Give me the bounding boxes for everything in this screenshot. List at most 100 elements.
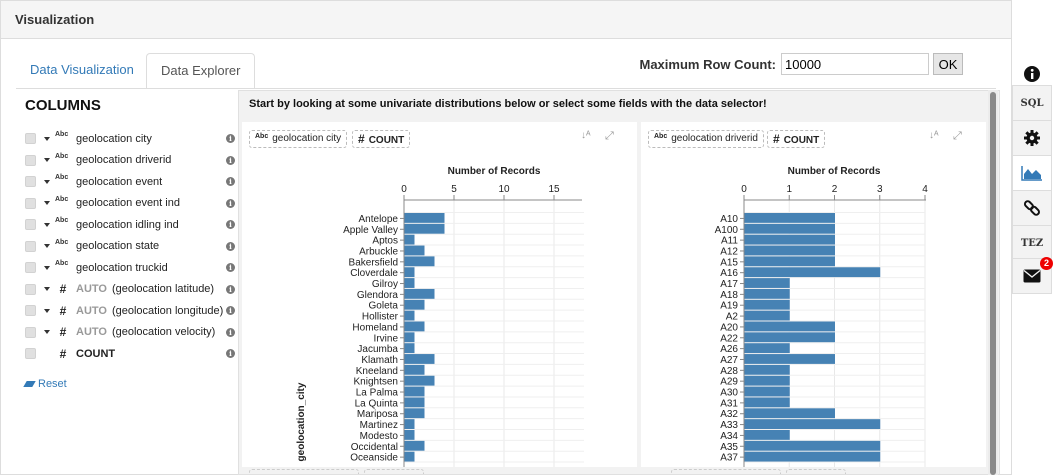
bar[interactable] [744, 213, 836, 223]
caret-down-icon[interactable] [44, 201, 50, 206]
bar[interactable] [744, 408, 836, 419]
column-checkbox[interactable] [25, 348, 36, 360]
column-checkbox[interactable] [25, 262, 36, 274]
bar[interactable] [744, 299, 790, 310]
sort-icon[interactable]: ↓ᴬ [929, 130, 939, 141]
info-icon[interactable]: i [226, 306, 235, 315]
bar[interactable] [404, 364, 425, 375]
bar[interactable] [404, 430, 415, 440]
info-icon[interactable]: i [226, 198, 235, 208]
column-checkbox[interactable] [25, 197, 36, 209]
sql-button[interactable]: SQL [1012, 85, 1052, 121]
caret-down-icon[interactable] [44, 136, 50, 141]
caret-down-icon[interactable] [44, 244, 50, 249]
bar[interactable] [744, 397, 790, 408]
bar[interactable] [404, 386, 425, 397]
bar[interactable] [744, 375, 790, 386]
bar[interactable] [404, 375, 435, 386]
info-icon[interactable]: i [226, 263, 235, 272]
bar[interactable] [404, 440, 425, 451]
tez-button[interactable]: TEZ [1012, 225, 1052, 261]
bar[interactable] [404, 234, 415, 245]
bar[interactable] [744, 343, 790, 354]
bar[interactable] [744, 245, 836, 256]
caret-down-icon[interactable] [44, 308, 50, 313]
column-item[interactable]: # AUTO (geolocation latitude) i [25, 279, 237, 301]
column-checkbox[interactable] [25, 283, 36, 295]
sort-icon[interactable]: ↓ᴬ [581, 130, 591, 141]
bar[interactable] [744, 310, 790, 321]
bar[interactable] [404, 397, 425, 408]
info-icon[interactable]: i [226, 134, 235, 143]
ok-button[interactable]: OK [933, 53, 963, 75]
visualization-button[interactable] [1012, 155, 1052, 191]
info-icon[interactable]: i [226, 241, 235, 251]
field-chip-city[interactable]: Abc geolocation city [249, 130, 348, 148]
caret-down-icon[interactable] [44, 158, 50, 163]
bar[interactable] [744, 321, 836, 332]
column-item[interactable]: Abc geolocation event i [25, 171, 237, 193]
bar[interactable] [744, 419, 881, 429]
column-item[interactable]: Abc geolocation state i [25, 236, 237, 258]
bar[interactable] [744, 234, 836, 245]
bar[interactable] [744, 364, 790, 375]
column-item[interactable]: # COUNT i [25, 343, 237, 365]
bar[interactable] [404, 213, 445, 223]
bar[interactable] [744, 430, 790, 440]
max-row-count-input[interactable] [781, 53, 929, 75]
info-icon[interactable]: i [226, 220, 235, 229]
column-checkbox[interactable] [25, 176, 36, 188]
caret-down-icon[interactable] [44, 287, 50, 292]
bar[interactable] [404, 267, 415, 278]
tab-data-visualization[interactable]: Data Visualization [30, 62, 134, 77]
column-item[interactable]: Abc geolocation event ind i [25, 193, 237, 215]
expand-icon[interactable]: ⤢ [605, 130, 614, 142]
column-item[interactable]: # AUTO (geolocation longitude) i [25, 300, 237, 322]
info-icon[interactable]: i [226, 349, 235, 358]
bar[interactable] [744, 354, 836, 364]
bar[interactable] [404, 343, 415, 354]
column-checkbox[interactable] [25, 326, 36, 338]
column-item[interactable]: # AUTO (geolocation velocity) i [25, 322, 237, 344]
bar[interactable] [744, 440, 881, 451]
tab-data-explorer[interactable]: Data Explorer [146, 53, 256, 89]
measure-chip-count[interactable]: # COUNT [767, 130, 826, 148]
column-checkbox[interactable] [25, 133, 36, 145]
messages-button[interactable]: 2 [1012, 257, 1053, 294]
expand-icon[interactable]: ⤢ [953, 130, 962, 142]
column-checkbox[interactable] [25, 305, 36, 317]
bar[interactable] [744, 256, 836, 267]
link-button[interactable] [1012, 190, 1052, 226]
caret-down-icon[interactable] [44, 222, 50, 227]
bar[interactable] [404, 245, 425, 256]
column-item[interactable]: Abc geolocation truckid i [25, 257, 237, 279]
bar[interactable] [404, 278, 415, 288]
bar[interactable] [744, 288, 790, 299]
measure-chip-count[interactable]: # COUNT [352, 130, 411, 148]
settings-button[interactable] [1012, 120, 1052, 156]
column-checkbox[interactable] [25, 240, 36, 252]
bar[interactable] [404, 408, 425, 419]
bar[interactable] [404, 310, 415, 321]
bar[interactable] [404, 321, 425, 332]
info-icon[interactable]: i [226, 177, 235, 186]
reset-link[interactable]: Reset [23, 378, 67, 390]
column-checkbox[interactable] [25, 219, 36, 231]
bar[interactable] [404, 354, 435, 364]
bar[interactable] [404, 332, 415, 343]
explorer-scroll-thumb[interactable] [990, 92, 996, 475]
bar[interactable] [404, 451, 415, 462]
info-button[interactable] [1012, 56, 1052, 92]
caret-down-icon[interactable] [44, 179, 50, 184]
info-icon[interactable]: i [226, 155, 235, 165]
field-chip-driverid[interactable]: Abc geolocation driverid [648, 130, 764, 148]
column-checkbox[interactable] [25, 154, 36, 166]
bar[interactable] [744, 332, 836, 343]
bar[interactable] [404, 256, 435, 267]
column-item[interactable]: Abc geolocation driverid i [25, 150, 237, 172]
bar[interactable] [404, 299, 425, 310]
info-icon[interactable]: i [226, 284, 235, 294]
caret-down-icon[interactable] [44, 330, 50, 335]
bar[interactable] [404, 288, 435, 299]
bar[interactable] [404, 223, 445, 234]
